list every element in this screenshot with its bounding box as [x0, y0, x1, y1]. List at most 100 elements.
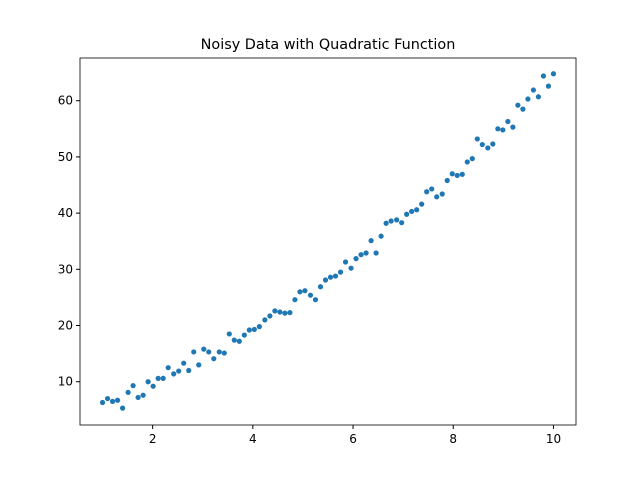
point	[216, 349, 222, 355]
point	[272, 308, 278, 314]
point	[464, 159, 470, 165]
plot-frame	[79, 57, 577, 426]
point	[312, 297, 319, 303]
point	[186, 367, 192, 374]
point	[135, 394, 141, 401]
point	[337, 269, 344, 275]
point	[99, 399, 106, 406]
point	[399, 220, 405, 226]
point	[160, 375, 166, 381]
point	[409, 208, 415, 215]
point	[358, 252, 364, 258]
point	[515, 102, 521, 108]
point	[404, 211, 410, 217]
point	[424, 189, 430, 195]
point	[348, 265, 354, 271]
point	[394, 217, 400, 223]
point	[520, 106, 526, 112]
point	[525, 96, 531, 102]
point	[479, 141, 485, 148]
point	[231, 337, 237, 343]
x-tick-label: 10	[546, 432, 561, 446]
point	[155, 375, 161, 381]
point	[267, 313, 273, 319]
point	[444, 177, 450, 184]
point	[221, 350, 227, 356]
point	[469, 156, 475, 162]
point	[363, 250, 369, 256]
point	[434, 194, 440, 200]
point	[322, 277, 329, 283]
x-tick-label: 2	[149, 432, 157, 446]
point	[429, 186, 435, 192]
point	[191, 349, 197, 355]
point	[196, 362, 202, 368]
point	[277, 309, 283, 315]
point	[373, 250, 379, 256]
chart-title: Noisy Data with Quadratic Function	[201, 37, 456, 53]
point	[419, 201, 425, 207]
point	[171, 371, 177, 377]
point	[485, 145, 491, 151]
point	[236, 338, 242, 344]
point	[226, 331, 232, 337]
point	[495, 126, 501, 132]
point	[550, 71, 557, 77]
point	[302, 288, 308, 294]
point	[307, 292, 314, 298]
point	[327, 274, 334, 280]
x-tick-label: 8	[449, 432, 457, 446]
point	[109, 398, 116, 404]
point	[530, 87, 537, 93]
point	[439, 191, 445, 197]
point	[287, 309, 293, 316]
y-tick-label: 20	[58, 319, 73, 333]
x-tick-label: 4	[249, 432, 257, 446]
point	[535, 94, 542, 100]
point	[256, 324, 262, 330]
y-tick-label: 30	[58, 262, 73, 276]
point	[414, 207, 420, 213]
point	[251, 326, 257, 333]
point	[332, 273, 339, 279]
point	[104, 395, 111, 402]
point	[383, 220, 389, 226]
point	[119, 405, 126, 411]
point	[449, 171, 455, 177]
y-tick-label: 40	[58, 206, 73, 220]
point	[454, 172, 460, 179]
point	[206, 349, 212, 355]
point	[246, 327, 252, 333]
point	[368, 238, 374, 244]
point	[211, 356, 217, 362]
point	[241, 332, 247, 338]
point	[114, 397, 121, 403]
point	[140, 392, 146, 398]
point	[176, 368, 182, 374]
point	[353, 256, 359, 262]
point	[145, 379, 151, 385]
point	[150, 383, 156, 389]
point	[474, 136, 480, 142]
point	[181, 360, 187, 366]
point	[297, 289, 303, 295]
point	[342, 259, 349, 265]
point	[540, 73, 547, 79]
point	[282, 310, 288, 316]
point	[545, 83, 552, 89]
point	[292, 297, 298, 303]
y-tick-label: 10	[58, 375, 73, 389]
point	[459, 171, 465, 177]
point	[490, 141, 496, 147]
point	[378, 233, 384, 239]
point	[505, 118, 511, 125]
x-tick-label: 6	[349, 432, 357, 446]
point	[130, 383, 136, 389]
point	[201, 346, 207, 352]
y-tick-label: 60	[58, 94, 73, 108]
point	[510, 124, 516, 130]
point	[500, 127, 506, 133]
point	[388, 218, 394, 224]
point	[262, 317, 268, 323]
